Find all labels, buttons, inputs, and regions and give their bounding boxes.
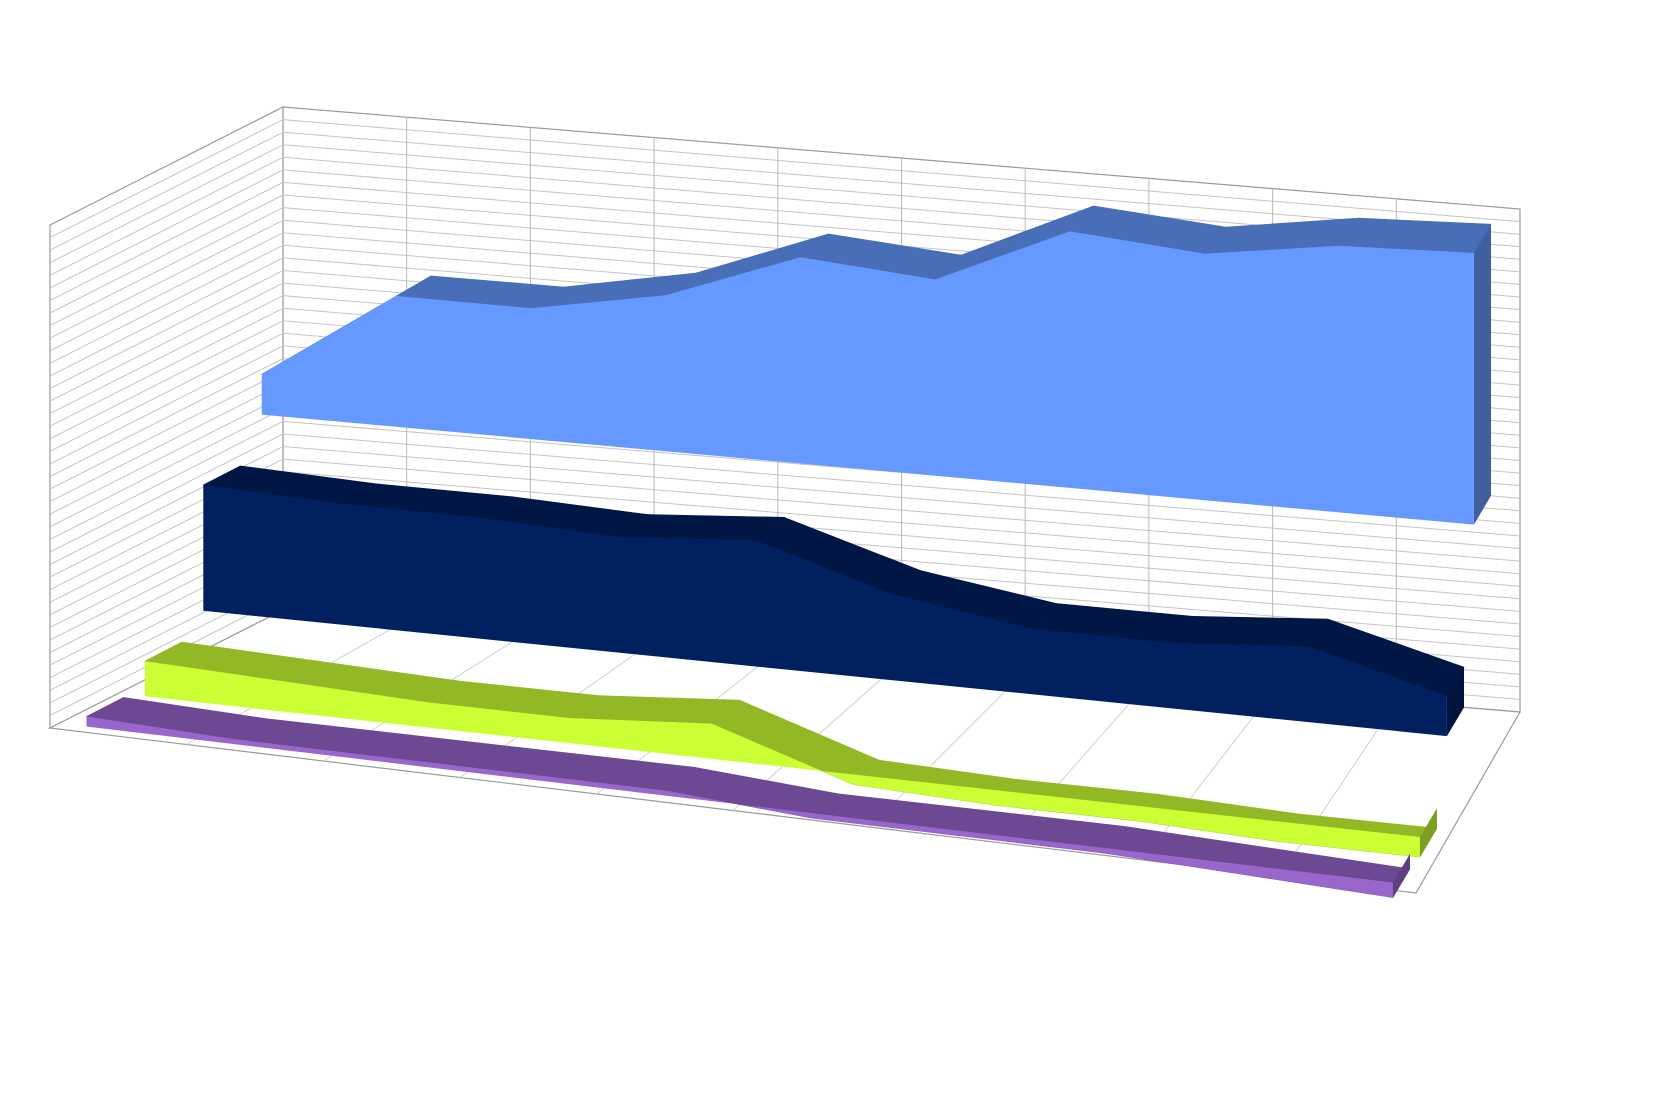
series-4-front-face [86, 716, 1393, 898]
gridline [49, 445, 1521, 565]
chart-series [85, 205, 1492, 898]
series-4-end-face [1392, 853, 1410, 898]
floor-gridline [1278, 701, 1397, 877]
gridline [49, 433, 1521, 553]
gridline [49, 458, 1521, 578]
series-1 [261, 205, 1492, 525]
series-1-front-face [261, 231, 1474, 525]
series-1-end-face [1473, 224, 1491, 525]
gridline [49, 119, 1521, 239]
series-2-end-face [1446, 667, 1464, 737]
series-2-top-segment [1169, 615, 1329, 648]
series-4 [85, 697, 1411, 898]
floor-gridline [1142, 691, 1273, 861]
series-3-front-face [144, 661, 1420, 858]
series-2-top-segment [616, 514, 785, 542]
series-3 [143, 641, 1438, 858]
series-2 [202, 465, 1465, 737]
series-3-end-face [1419, 808, 1437, 858]
series-2-front-face [203, 485, 1447, 737]
gridline [49, 131, 1521, 251]
